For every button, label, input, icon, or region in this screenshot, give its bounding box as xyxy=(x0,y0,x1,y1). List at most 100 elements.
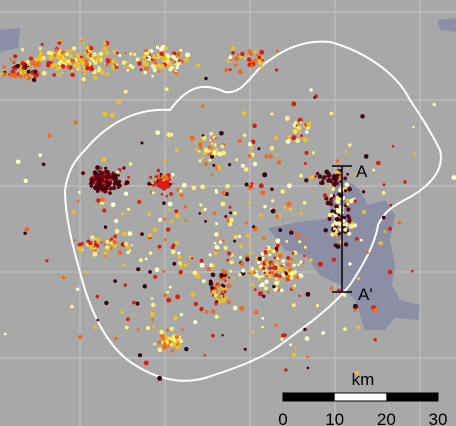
epicenter xyxy=(257,260,261,265)
epicenter xyxy=(245,257,250,262)
epicenter xyxy=(178,343,182,347)
epicenter xyxy=(18,70,24,75)
epicenter xyxy=(293,121,297,125)
epicenter xyxy=(58,55,63,60)
epicenter xyxy=(224,67,229,73)
epicenter xyxy=(104,300,109,306)
epicenter xyxy=(113,244,118,249)
epicenter xyxy=(233,239,237,243)
epicenter xyxy=(129,63,133,68)
epicenter xyxy=(20,61,26,67)
epicenter xyxy=(280,189,285,194)
epicenter xyxy=(132,300,136,305)
epicenter xyxy=(262,172,268,178)
epicenter xyxy=(151,74,154,78)
epicenter xyxy=(144,257,148,261)
epicenter xyxy=(221,150,226,156)
epicenter xyxy=(70,49,73,52)
epicenter xyxy=(321,331,326,335)
epicenter xyxy=(214,245,220,250)
epicenter xyxy=(294,346,297,350)
epicenter xyxy=(121,212,124,216)
epicenter xyxy=(234,56,239,62)
epicenter xyxy=(275,214,280,219)
epicenter xyxy=(331,173,337,179)
epicenter xyxy=(243,56,247,61)
epicenter xyxy=(116,99,122,105)
epicenter xyxy=(213,242,217,245)
epicenter xyxy=(333,243,338,248)
epicenter xyxy=(99,182,103,185)
epicenter xyxy=(77,246,83,252)
epicenter xyxy=(201,104,205,108)
epicenter xyxy=(198,159,202,163)
epicenter xyxy=(322,193,328,198)
epicenter xyxy=(346,202,350,206)
epicenter xyxy=(96,198,101,203)
epicenter xyxy=(81,171,85,176)
epicenter xyxy=(265,261,269,265)
epicenter xyxy=(373,338,377,342)
epicenter xyxy=(271,199,275,203)
epicenter xyxy=(153,227,158,232)
epicenter xyxy=(103,189,108,194)
epicenter xyxy=(114,218,119,224)
epicenter xyxy=(327,173,332,178)
epicenter xyxy=(86,239,91,244)
epicenter xyxy=(156,168,160,173)
epicenter xyxy=(13,54,18,59)
epicenter xyxy=(208,253,212,257)
epicenter xyxy=(224,215,228,218)
epicenter xyxy=(329,197,334,202)
epicenter xyxy=(145,326,151,331)
epicenter xyxy=(270,271,275,276)
epicenter xyxy=(382,183,386,187)
epicenter xyxy=(243,347,247,351)
epicenter xyxy=(221,268,226,274)
epicenter xyxy=(178,270,184,275)
epicenter xyxy=(278,228,283,233)
epicenter xyxy=(278,250,281,254)
epicenter xyxy=(53,63,58,67)
epicenter xyxy=(333,292,337,295)
epicenter xyxy=(70,69,74,73)
epicenter xyxy=(397,220,402,225)
epicenter xyxy=(181,328,184,332)
epicenter xyxy=(157,340,162,345)
epicenter xyxy=(159,51,164,56)
epicenter xyxy=(299,260,303,264)
epicenter xyxy=(201,279,206,284)
section-label: A' xyxy=(358,285,373,304)
epicenter xyxy=(62,57,68,63)
epicenter xyxy=(372,307,378,313)
epicenter xyxy=(254,310,259,315)
epicenter xyxy=(324,169,330,175)
epicenter xyxy=(304,178,309,183)
epicenter xyxy=(274,280,279,286)
epicenter xyxy=(125,60,129,64)
epicenter xyxy=(238,273,242,277)
epicenter xyxy=(304,150,309,155)
epicenter xyxy=(215,222,218,226)
epicenter xyxy=(287,267,293,273)
epicenter xyxy=(32,77,37,83)
epicenter xyxy=(81,77,86,82)
epicenter xyxy=(183,263,188,268)
epicenter xyxy=(162,269,166,273)
epicenter xyxy=(184,57,189,62)
epicenter xyxy=(155,45,160,49)
epicenter xyxy=(172,343,176,347)
epicenter xyxy=(122,166,126,170)
epicenter xyxy=(154,175,158,179)
epicenter xyxy=(155,130,161,136)
epicenter xyxy=(37,71,40,74)
epicenter xyxy=(49,63,55,69)
epicenter xyxy=(153,274,158,279)
epicenter xyxy=(250,64,254,68)
epicenter xyxy=(164,46,168,50)
epicenter xyxy=(15,159,21,165)
epicenter xyxy=(285,240,289,243)
epicenter xyxy=(331,212,335,216)
epicenter xyxy=(327,216,332,221)
epicenter xyxy=(75,287,80,291)
